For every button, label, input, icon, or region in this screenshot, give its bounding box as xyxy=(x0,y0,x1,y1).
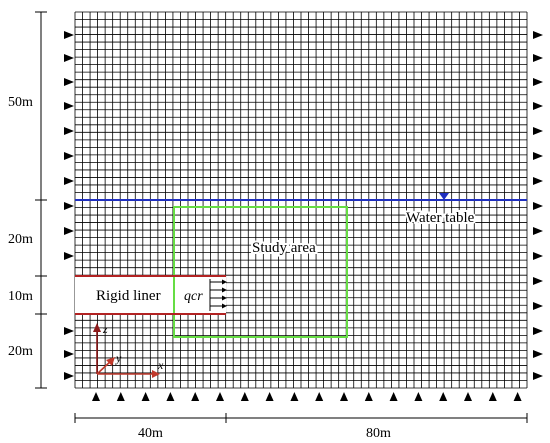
flux-arrowhead-icon xyxy=(222,279,227,285)
bottom-boundary-triangle-icon xyxy=(439,392,448,401)
left-boundary-conditions xyxy=(64,31,74,380)
vertical-dimension xyxy=(35,11,47,389)
lateral-boundary-triangle-icon xyxy=(533,127,543,135)
bottom-boundary-triangle-icon xyxy=(216,392,224,401)
lateral-boundary-triangle-icon xyxy=(533,152,543,160)
axis-y-label: y xyxy=(115,351,122,365)
liner-cutout xyxy=(75,276,226,314)
flux-label: qcr xyxy=(184,289,203,304)
lateral-boundary-triangle-icon xyxy=(533,102,543,110)
dim-label-40m: 40m xyxy=(138,426,163,441)
lateral-boundary-triangle-icon xyxy=(533,177,543,185)
lateral-boundary-triangle-icon xyxy=(533,302,543,310)
lateral-boundary-triangle-icon xyxy=(533,327,543,335)
bottom-boundary-triangle-icon xyxy=(116,392,125,401)
dim-label-10m: 10m xyxy=(8,289,33,304)
study-area-outline xyxy=(173,206,348,338)
flux-arrows xyxy=(209,279,227,311)
horizontal-dimension xyxy=(74,413,528,423)
lateral-boundary-triangle-icon xyxy=(64,102,74,110)
lateral-boundary-triangle-icon xyxy=(533,350,543,358)
dim-label-50m: 50m xyxy=(8,95,33,110)
lateral-boundary-triangle-icon xyxy=(64,327,74,335)
lateral-boundary-triangle-icon xyxy=(533,202,543,210)
bottom-boundary-triangle-icon xyxy=(340,392,348,401)
coordinate-axes xyxy=(93,323,160,378)
flux-arrowhead-icon xyxy=(222,303,227,309)
lateral-boundary-triangle-icon xyxy=(533,372,543,380)
lateral-boundary-triangle-icon xyxy=(533,54,543,62)
lateral-boundary-triangle-icon xyxy=(533,252,543,260)
lateral-boundary-triangle-icon xyxy=(64,78,74,86)
bottom-boundary-triangle-icon xyxy=(513,392,522,401)
lateral-boundary-triangle-icon xyxy=(64,127,74,135)
bottom-boundary-triangle-icon xyxy=(166,392,175,401)
water-table-label: Water table xyxy=(406,210,475,226)
lateral-boundary-triangle-icon xyxy=(64,152,74,160)
bottom-boundary-conditions xyxy=(92,392,522,401)
axis-x-label: x xyxy=(157,358,164,372)
lateral-boundary-triangle-icon xyxy=(64,227,74,235)
bottom-boundary-triangle-icon xyxy=(364,392,373,401)
flux-arrowhead-icon xyxy=(222,287,227,293)
bottom-boundary-triangle-icon xyxy=(389,392,398,401)
lateral-boundary-triangle-icon xyxy=(64,31,74,39)
right-boundary-conditions xyxy=(533,31,543,380)
bottom-boundary-triangle-icon xyxy=(92,392,100,401)
lateral-boundary-triangle-icon xyxy=(64,372,74,380)
bottom-boundary-triangle-icon xyxy=(414,392,423,401)
lateral-boundary-triangle-icon xyxy=(533,277,543,285)
bottom-boundary-triangle-icon xyxy=(191,392,200,401)
bottom-boundary-triangle-icon xyxy=(290,392,299,401)
lateral-boundary-triangle-icon xyxy=(64,350,74,358)
water-table-marker-icon xyxy=(439,193,449,200)
bottom-boundary-triangle-icon xyxy=(265,392,274,401)
bottom-boundary-triangle-icon xyxy=(464,392,472,401)
dim-label-20m-lower: 20m xyxy=(8,344,33,359)
lateral-boundary-triangle-icon xyxy=(64,177,74,185)
rigid-liner-label: Rigid liner xyxy=(96,288,161,304)
dim-label-20m-upper: 20m xyxy=(8,232,33,247)
bottom-boundary-triangle-icon xyxy=(141,392,150,401)
lateral-boundary-triangle-icon xyxy=(533,31,543,39)
dim-label-80m: 80m xyxy=(366,426,391,441)
lateral-boundary-triangle-icon xyxy=(64,202,74,210)
bottom-boundary-triangle-icon xyxy=(315,392,324,401)
study-area-label: Study area xyxy=(252,240,316,256)
lateral-boundary-triangle-icon xyxy=(64,252,74,260)
axis-z-label: z xyxy=(102,322,108,336)
bottom-boundary-triangle-icon xyxy=(240,392,249,401)
lateral-boundary-triangle-icon xyxy=(64,54,74,62)
lateral-boundary-triangle-icon xyxy=(533,227,543,235)
bottom-boundary-triangle-icon xyxy=(488,392,497,401)
lateral-boundary-triangle-icon xyxy=(533,78,543,86)
flux-arrowhead-icon xyxy=(222,295,227,301)
